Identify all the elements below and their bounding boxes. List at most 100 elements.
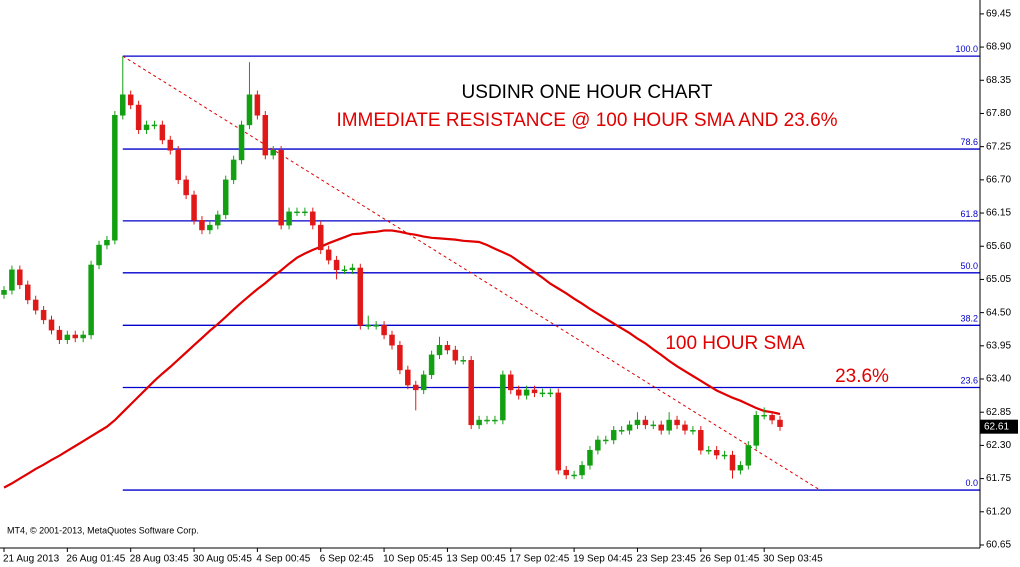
fib-label: 0.0 <box>965 478 978 488</box>
candle-body <box>737 465 744 471</box>
y-tick-label: 65.60 <box>986 241 1011 252</box>
x-tick-label: 26 Aug 01:45 <box>66 554 125 565</box>
candle-body <box>563 469 569 476</box>
y-tick-label: 63.95 <box>986 340 1011 351</box>
y-tick-label: 61.20 <box>986 506 1011 517</box>
x-tick-label: 17 Sep 02:45 <box>510 554 570 565</box>
candle-body <box>579 465 585 476</box>
candle-body <box>460 360 467 362</box>
plot-area <box>1 55 980 491</box>
candle-body <box>515 389 522 396</box>
y-tick-label: 62.30 <box>986 440 1011 451</box>
candle-body <box>120 94 126 116</box>
candle-body <box>381 325 387 336</box>
trendline <box>122 55 821 491</box>
candle-body <box>246 94 253 126</box>
candle-body <box>135 104 142 131</box>
candle-body <box>674 419 680 426</box>
last-price-box <box>980 419 1018 434</box>
candle-body <box>650 424 657 427</box>
candle-body <box>769 414 775 421</box>
copyright: MT4, © 2001-2013, MetaQuotes Software Co… <box>7 525 199 535</box>
candle-body <box>476 419 482 426</box>
candle-body <box>278 150 284 226</box>
x-tick-label: 4 Sep 00:45 <box>256 554 310 565</box>
y-tick-label: 67.25 <box>986 141 1011 152</box>
candle-body <box>112 115 118 241</box>
candle-body <box>413 384 419 391</box>
chart-title: USDINR ONE HOUR CHART <box>462 82 713 103</box>
y-tick-label: 69.45 <box>986 9 1011 20</box>
candle-body <box>175 150 181 181</box>
candle-body <box>325 249 332 261</box>
candle-body <box>555 392 562 471</box>
candle-body <box>32 299 39 311</box>
fib-label: 61.8 <box>960 209 978 219</box>
candle-body <box>183 179 189 196</box>
chart-subtitle: IMMEDIATE RESISTANCE @ 100 HOUR SMA AND … <box>336 110 837 131</box>
x-tick-label: 13 Sep 00:45 <box>446 554 506 565</box>
candle-body <box>302 211 308 214</box>
candle-body <box>721 454 728 457</box>
candle-body <box>523 389 530 396</box>
x-tick-label: 23 Sep 23:45 <box>636 554 696 565</box>
candle-body <box>666 419 672 431</box>
candle-body <box>587 449 593 466</box>
candle-body <box>405 369 411 386</box>
x-tick-label: 21 Aug 2013 <box>3 554 60 565</box>
y-tick-label: 62.85 <box>986 407 1011 418</box>
annotation: 23.6% <box>835 366 889 387</box>
fib-label: 23.6 <box>960 375 978 385</box>
candle-body <box>682 424 688 431</box>
candle-body <box>104 239 110 246</box>
candle-body <box>777 419 783 427</box>
candle-body <box>373 325 379 327</box>
fib-label: 50.0 <box>960 261 978 271</box>
candle-body <box>420 374 427 391</box>
fib-label: 78.6 <box>960 137 978 147</box>
candle-body <box>199 220 205 231</box>
candle-body <box>595 439 601 451</box>
sma-line <box>3 229 781 489</box>
y-tick-label: 66.15 <box>986 208 1011 219</box>
candle-body <box>167 139 174 151</box>
candle-body <box>262 115 269 156</box>
candle-body <box>547 392 554 395</box>
candle-body <box>618 430 625 432</box>
candle-body <box>215 214 221 226</box>
candle-body <box>508 374 514 391</box>
candle-body <box>333 259 340 271</box>
candle-body <box>690 430 696 432</box>
y-tick-label: 61.75 <box>986 473 1011 484</box>
candle-body <box>207 224 213 231</box>
candle-body <box>72 334 79 339</box>
candle-body <box>713 449 720 456</box>
x-tick-label: 26 Sep 01:45 <box>700 554 760 565</box>
candle-body <box>238 124 245 161</box>
candle-body <box>365 325 371 327</box>
candle-body <box>151 124 158 127</box>
candle-body <box>531 389 538 394</box>
candle-body <box>484 419 490 422</box>
y-tick-label: 68.90 <box>986 42 1011 53</box>
candle-body <box>9 269 15 291</box>
candle-body <box>634 419 641 426</box>
candle-body <box>389 334 395 346</box>
candle-body <box>310 211 316 226</box>
fib-label: 100.0 <box>955 44 978 54</box>
y-tick-label: 63.40 <box>986 374 1011 385</box>
candle-body <box>571 474 577 477</box>
candle-body <box>254 94 261 116</box>
candle-body <box>397 344 403 371</box>
candle-body <box>492 419 498 422</box>
candle-body <box>270 150 276 156</box>
candle-body <box>80 334 86 339</box>
candle-body <box>317 224 324 251</box>
candle-body <box>88 264 94 336</box>
x-tick-label: 28 Aug 03:45 <box>130 554 189 565</box>
y-tick-label: 60.65 <box>986 540 1011 551</box>
candle-body <box>294 211 300 214</box>
candle-body <box>436 344 443 356</box>
